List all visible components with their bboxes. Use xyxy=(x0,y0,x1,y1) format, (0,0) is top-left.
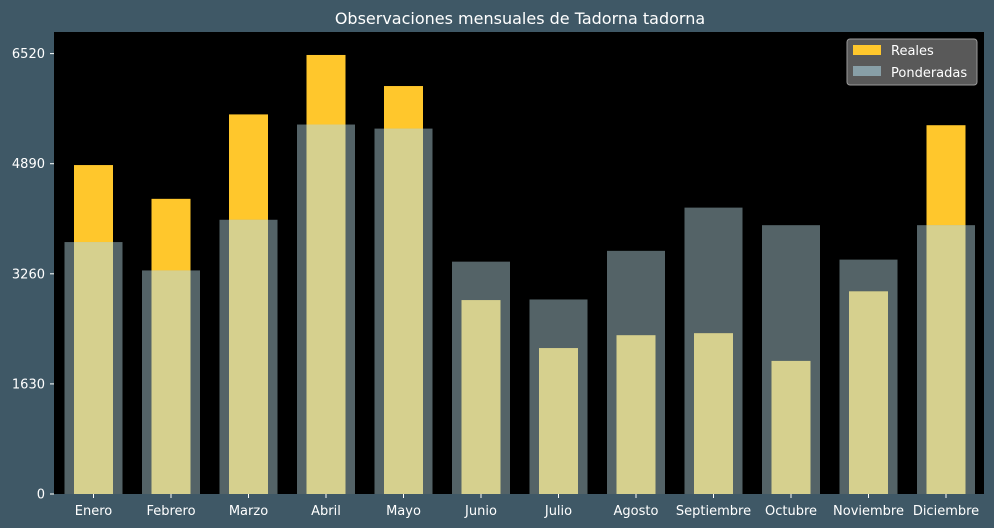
y-tick-label: 3260 xyxy=(12,267,45,282)
y-tick-label: 0 xyxy=(37,488,45,503)
chart-title: Observaciones mensuales de Tadorna tador… xyxy=(335,9,705,28)
x-tick-label-noviembre: Noviembre xyxy=(833,504,904,519)
legend-swatch-ponderadas xyxy=(853,66,881,76)
bar-overlap-agosto xyxy=(616,335,656,494)
bar-overlap-noviembre xyxy=(849,291,888,494)
y-tick-label: 6520 xyxy=(12,47,45,62)
x-tick-label-mayo: Mayo xyxy=(386,504,421,519)
bar-overlap-febrero xyxy=(151,270,191,494)
plot-area xyxy=(54,32,984,494)
bar-overlap-mayo xyxy=(384,128,423,495)
bar-overlap-julio xyxy=(539,348,578,494)
x-tick-label-abril: Abril xyxy=(311,504,341,519)
y-tick-label: 4890 xyxy=(12,157,45,172)
bars-layer xyxy=(64,54,975,495)
x-tick-label-marzo: Marzo xyxy=(229,504,268,519)
x-tick-label-agosto: Agosto xyxy=(614,504,659,519)
x-tick-label-febrero: Febrero xyxy=(146,504,195,519)
legend-label-ponderadas: Ponderadas xyxy=(891,66,967,81)
bar-overlap-octubre xyxy=(771,360,811,494)
x-tick-label-julio: Julio xyxy=(544,504,572,519)
y-tick-label: 1630 xyxy=(12,377,45,392)
legend-swatch-reales xyxy=(853,45,881,55)
bar-overlap-enero xyxy=(74,242,113,494)
bar-overlap-abril xyxy=(306,124,346,494)
x-tick-label-octubre: Octubre xyxy=(765,504,817,519)
x-tick-label-diciembre: Diciembre xyxy=(913,504,979,519)
axes-layer: Enero Febrero Marzo Abril Mayo Junio Julio Agos… xyxy=(12,47,979,519)
bar-overlap-septiembre xyxy=(694,333,733,494)
legend: Reales Ponderadas xyxy=(846,38,978,86)
legend-label-reales: Reales xyxy=(891,44,934,59)
x-tick-label-junio: Junio xyxy=(464,504,497,519)
x-tick-label-enero: Enero xyxy=(75,504,113,519)
x-tick-label-septiembre: Septiembre xyxy=(676,504,751,519)
bar-overlap-junio xyxy=(461,300,501,494)
bar-overlap-diciembre xyxy=(926,225,966,494)
bar-overlap-marzo xyxy=(229,219,268,495)
